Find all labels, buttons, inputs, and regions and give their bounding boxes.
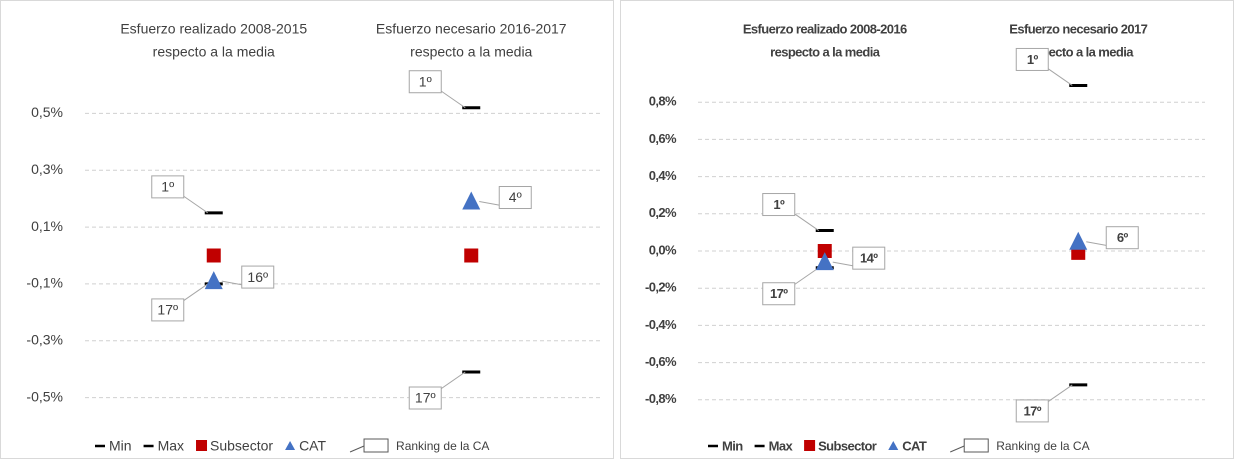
legend-callout-box xyxy=(963,438,989,453)
y-tick-label: -0,3% xyxy=(26,331,63,347)
category-label: respecto a la media xyxy=(1024,44,1135,59)
ranking-label: 16º xyxy=(247,269,268,285)
y-tick-label: -0,6% xyxy=(645,354,677,369)
category-label: respecto a la media xyxy=(410,44,532,60)
legend-label: Max xyxy=(769,438,794,453)
legend-swatch xyxy=(285,441,296,450)
callout-pointer xyxy=(792,212,820,231)
callout-pointer xyxy=(1045,384,1073,404)
category-label: respecto a la media xyxy=(770,44,881,59)
panel: 0,8% 0,6% 0,4% 0,2% 0,0% -0,2% -0,4% -0,6% -0,8%… xyxy=(620,0,1234,459)
ranking-label: 14º xyxy=(860,251,878,266)
callout-pointer xyxy=(792,267,820,287)
callout-box xyxy=(498,186,532,210)
callout-box xyxy=(762,193,796,217)
panel-border xyxy=(620,0,1234,459)
square-marker xyxy=(817,244,832,258)
legend-label: Ranking de la CA xyxy=(396,439,489,453)
legend-label: Min xyxy=(109,438,132,454)
triangle-marker xyxy=(1069,231,1088,250)
legend-swatch xyxy=(888,441,899,450)
callout-box xyxy=(852,246,886,270)
y-tick-label: 0,1% xyxy=(31,218,63,234)
callout-box xyxy=(762,282,796,306)
callout-pointer xyxy=(1045,67,1073,86)
callout-box xyxy=(408,386,442,410)
ranking-label: 17º xyxy=(415,390,436,406)
callout-pointer xyxy=(181,283,209,303)
ranking-label: 1º xyxy=(1027,52,1039,67)
y-tick-label: -0,8% xyxy=(645,391,677,406)
legend-callout-box xyxy=(363,438,389,453)
y-tick-label: -0,1% xyxy=(26,275,63,291)
category-label: Esfuerzo necesario 2016-2017 xyxy=(376,21,567,37)
category-label: respecto a la media xyxy=(153,44,275,60)
legend-label: Ranking de la CA xyxy=(996,439,1089,453)
y-tick-label: 0,4% xyxy=(649,168,677,183)
triangle-marker xyxy=(815,252,834,271)
callout-box xyxy=(1105,226,1139,250)
ranking-label: 17º xyxy=(157,302,178,318)
callout-box xyxy=(408,70,442,94)
legend-callout-pointer xyxy=(349,445,365,453)
legend-label: CAT xyxy=(299,438,326,454)
legend-label: Subsector xyxy=(818,438,877,453)
square-marker xyxy=(206,248,221,263)
legend-callout-pointer xyxy=(950,445,965,453)
callout-pointer xyxy=(221,280,244,286)
y-tick-label: -0,4% xyxy=(645,317,677,332)
callout-pointer xyxy=(832,261,855,267)
callout-pointer xyxy=(438,89,466,109)
legend-label: CAT xyxy=(902,438,927,453)
y-tick-label: -0,5% xyxy=(26,388,63,404)
callout-box xyxy=(1015,399,1049,423)
ranking-label: 1º xyxy=(161,179,174,195)
ranking-label: 6º xyxy=(1117,230,1129,245)
callout-pointer xyxy=(479,201,502,207)
legend-swatch xyxy=(804,440,816,451)
y-tick-label: 0,6% xyxy=(649,131,677,146)
ranking-label: 17º xyxy=(770,286,788,301)
y-tick-label: 0,8% xyxy=(649,94,677,109)
y-tick-label: 0,0% xyxy=(649,242,677,257)
ranking-label: 4º xyxy=(509,189,522,205)
y-tick-label: 0,2% xyxy=(649,205,677,220)
callout-box xyxy=(151,175,185,199)
triangle-marker xyxy=(462,191,481,210)
y-tick-label: 0,3% xyxy=(31,161,63,177)
callout-pointer xyxy=(438,371,466,391)
category-label: Esfuerzo necesario 2017 xyxy=(1009,21,1147,36)
y-tick-label: -0,2% xyxy=(645,280,677,295)
ranking-label: 1º xyxy=(419,73,432,89)
legend-label: Max xyxy=(158,438,184,454)
y-tick-label: 0,5% xyxy=(31,104,63,120)
category-label: Esfuerzo realizado 2008-2015 xyxy=(120,21,307,37)
panel-border xyxy=(0,0,614,459)
callout-pointer xyxy=(181,194,209,214)
square-marker xyxy=(464,248,479,263)
ranking-label: 1º xyxy=(773,197,785,212)
legend-swatch xyxy=(196,440,208,451)
panel: 0,5% 0,3% 0,1% -0,1% -0,3% -0,5% Esfuerzo real… xyxy=(0,0,614,459)
callout-box xyxy=(241,265,275,289)
triangle-marker xyxy=(204,271,223,290)
legend-label: Min xyxy=(722,438,743,453)
callout-box xyxy=(151,298,185,322)
callout-pointer xyxy=(1086,241,1109,247)
ranking-label: 17º xyxy=(1024,403,1042,418)
callout-box xyxy=(1015,47,1049,71)
category-label: Esfuerzo realizado 2008-2016 xyxy=(743,21,907,36)
legend-label: Subsector xyxy=(210,438,273,454)
